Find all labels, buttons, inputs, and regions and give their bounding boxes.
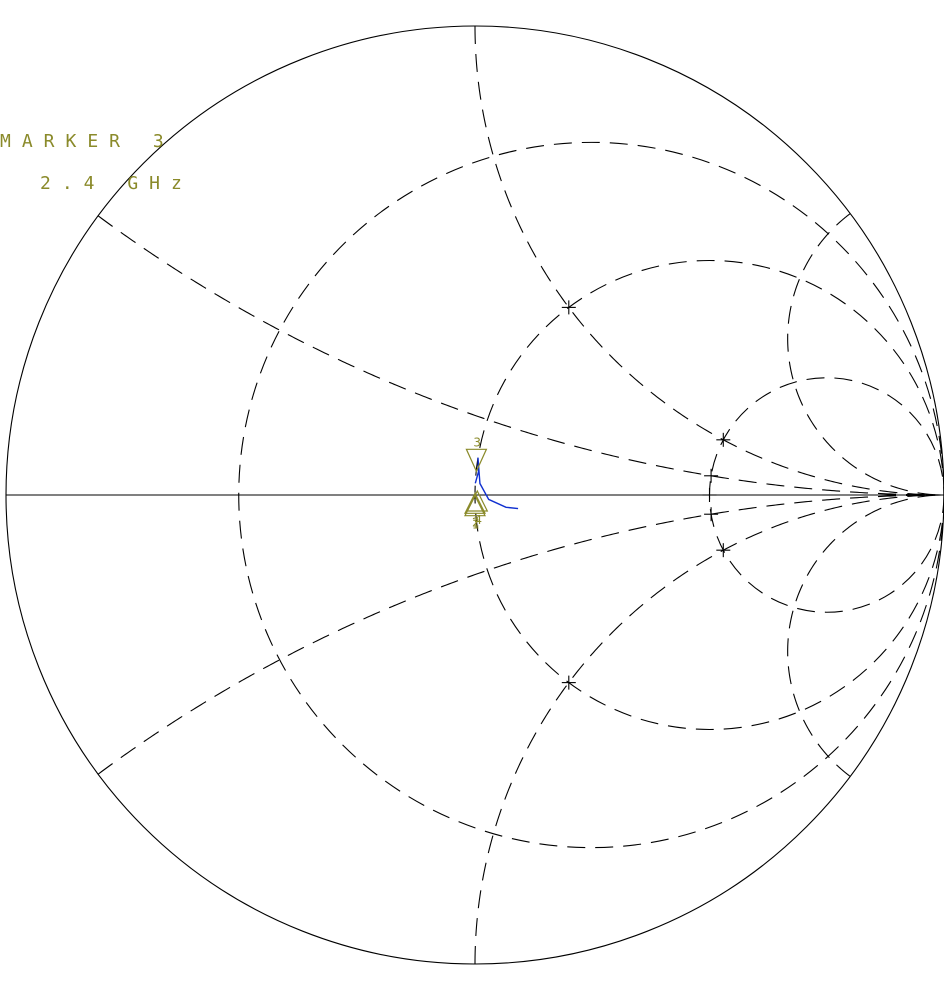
marker-readout-frequency: 2.4 GHz — [40, 173, 193, 194]
reactance-arc-neg-3 — [787, 494, 944, 777]
reactance-arc-pos-3 — [787, 213, 944, 496]
marker-readout-label: MARKER 3 — [0, 131, 175, 152]
trace-group — [474, 457, 519, 510]
marker-1-label: 1 — [472, 518, 480, 532]
marker-4-label: 4 — [474, 513, 482, 527]
reactance-arc-neg-0_33 — [97, 494, 944, 775]
measurement-trace — [474, 457, 519, 510]
reactance-arc-pos-0_33 — [97, 215, 944, 496]
marker-3-triangle — [465, 448, 488, 473]
grid-ticks — [561, 300, 731, 690]
marker-3-label: 3 — [473, 435, 481, 449]
marker-2-triangle — [464, 491, 486, 514]
reactance-arc-neg-1 — [474, 494, 944, 964]
marker-group: 12 3 4 — [464, 435, 489, 532]
marker-2-label: 2 — [472, 515, 480, 529]
marker-4-triangle — [466, 489, 489, 512]
reactance-arc-pos-1 — [474, 26, 944, 496]
